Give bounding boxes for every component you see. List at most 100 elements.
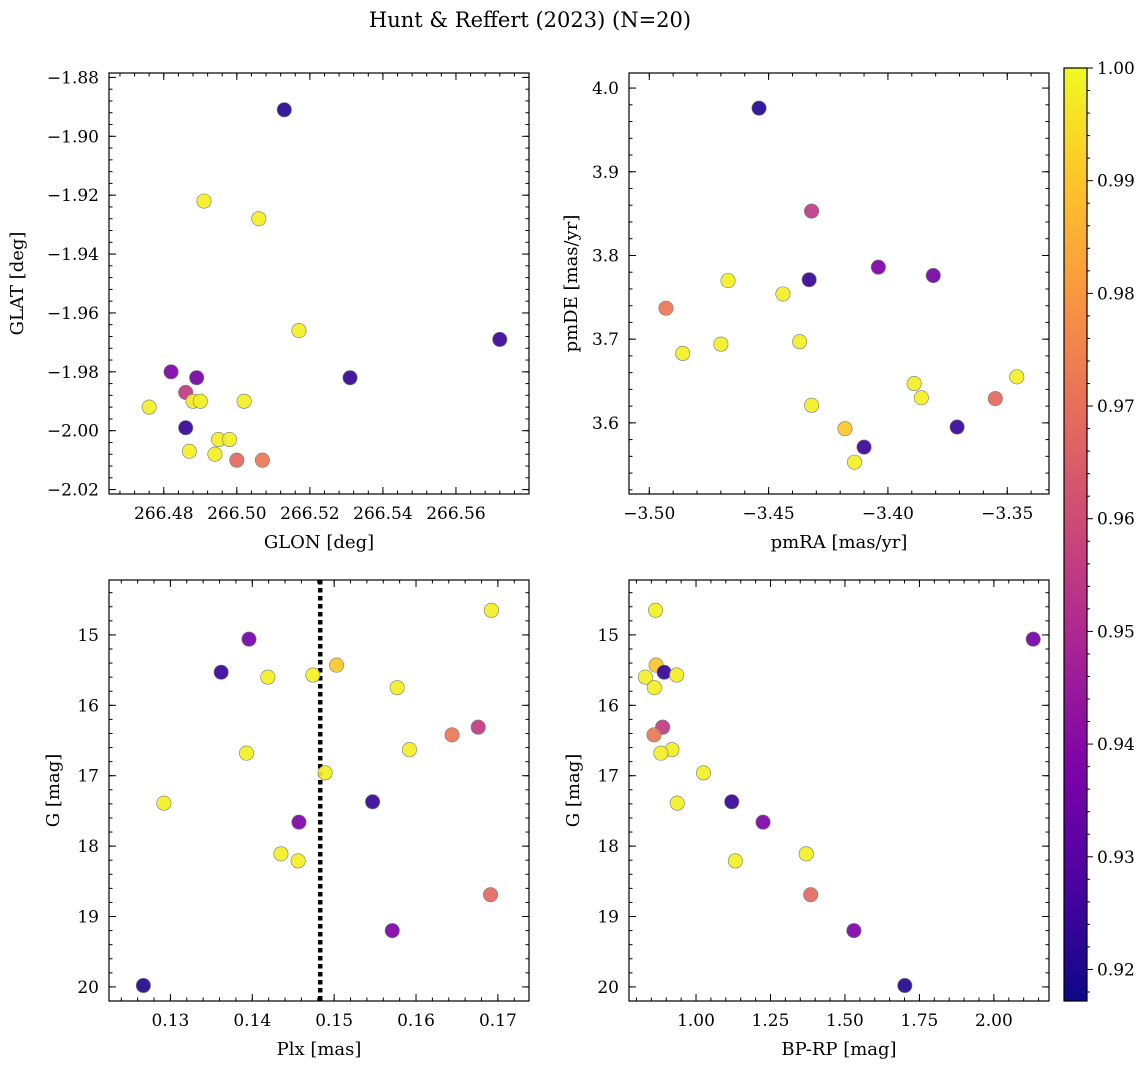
colorbar-frame — [1063, 67, 1088, 1002]
x-tick-label: 2.00 — [975, 1011, 1013, 1031]
scatter-point — [291, 323, 307, 339]
scatter-point — [163, 364, 179, 380]
colorbar: 0.92 0.93 0.94 0.95 0.96 0.97 0.98 0.99 1.00 — [1063, 59, 1135, 1002]
scatter-point — [483, 602, 499, 618]
plot-area — [141, 102, 508, 468]
y-tick-label: 17 — [77, 767, 99, 787]
scatter-point — [492, 331, 508, 347]
scatter-point — [648, 602, 664, 618]
scatter-point — [384, 923, 400, 939]
x-axis-label: Plx [mas] — [277, 1039, 362, 1060]
x-tick-label: 266.50 — [207, 504, 266, 524]
scatter-point — [181, 443, 197, 459]
scatter-point — [856, 439, 872, 455]
panel-bprp-g: 1.00 1.25 1.50 1.75 2.00 15 16 17 18 19 20 BP-RP [m… — [563, 579, 1050, 1060]
scatter-point — [646, 727, 662, 743]
x-tick-label: 1.00 — [677, 1011, 715, 1031]
scatter-point — [178, 420, 194, 436]
plot-area — [135, 580, 499, 1001]
y-tick-label: 3.6 — [592, 414, 619, 434]
scatter-point — [365, 794, 381, 810]
plot-area — [637, 602, 1041, 994]
scatter-point — [1025, 631, 1041, 647]
scatter-point — [658, 300, 674, 316]
scatter-point — [389, 680, 405, 696]
x-tick-label: 1.75 — [900, 1011, 938, 1031]
x-tick-label: 0.14 — [233, 1011, 271, 1031]
y-tick-label: 3.8 — [592, 246, 619, 266]
y-tick-label: −1.96 — [47, 304, 99, 324]
y-tick-label: 18 — [597, 837, 619, 857]
y-tick-label: 15 — [77, 626, 99, 646]
scatter-point — [305, 667, 321, 683]
x-tick-label: 1.25 — [752, 1011, 790, 1031]
scatter-point — [291, 814, 307, 830]
scatter-point — [669, 795, 685, 811]
y-axis-label: G [mag] — [563, 754, 584, 827]
axes-frame — [628, 72, 1050, 495]
scatter-point — [653, 745, 669, 761]
scatter-point — [222, 432, 238, 448]
x-tick-label: 0.17 — [479, 1011, 517, 1031]
x-tick-label: 266.56 — [426, 504, 485, 524]
scatter-point — [229, 452, 245, 468]
scatter-point — [925, 268, 941, 284]
y-tick-label: 19 — [77, 908, 99, 928]
y-tick-label: 3.9 — [592, 163, 619, 183]
x-axis-label: BP-RP [mag] — [781, 1039, 896, 1060]
y-tick-label: −2.00 — [47, 422, 99, 442]
y-tick-label: 15 — [597, 626, 619, 646]
scatter-point — [646, 680, 662, 696]
colorbar-tick-label: 0.97 — [1097, 397, 1135, 417]
y-tick-label: −1.90 — [47, 127, 99, 147]
panel-glon-glat: 266.48 266.50 266.52 266.54 266.56 −1.88 −1.90… — [7, 68, 530, 553]
y-axis-label: pmDE [mas/yr] — [561, 215, 582, 353]
scatter-point — [755, 814, 771, 830]
colorbar-tick-label: 0.92 — [1097, 960, 1135, 980]
scatter-point — [913, 390, 929, 406]
scatter-point — [906, 376, 922, 392]
scatter-point — [804, 397, 820, 413]
figure-title: Hunt & Reffert (2023) (N=20) — [369, 8, 691, 32]
scatter-point — [713, 336, 729, 352]
scatter-point — [847, 454, 863, 470]
scatter-point — [276, 102, 292, 118]
colorbar-tick-label: 0.93 — [1097, 848, 1135, 868]
scatter-point — [669, 667, 685, 683]
scatter-point — [207, 446, 223, 462]
scatter-point — [135, 978, 151, 994]
colorbar-gradient — [1064, 68, 1087, 1001]
x-tick-label: 266.48 — [134, 504, 193, 524]
scatter-point — [192, 393, 208, 409]
y-tick-label: −2.02 — [47, 481, 99, 501]
y-tick-label: 4.0 — [592, 79, 619, 99]
colorbar-tick-label: 0.96 — [1097, 510, 1135, 530]
scatter-point — [803, 887, 819, 903]
x-tick-label: −3.50 — [623, 504, 675, 524]
scatter-point — [1009, 369, 1025, 385]
scatter-point — [837, 421, 853, 437]
scatter-point — [470, 719, 486, 735]
y-tick-label: −1.92 — [47, 186, 99, 206]
x-tick-label: 0.15 — [315, 1011, 353, 1031]
x-tick-label: 0.16 — [397, 1011, 435, 1031]
scatter-point — [987, 391, 1003, 407]
scatter-point — [656, 664, 672, 680]
scatter-point — [290, 853, 306, 869]
y-tick-label: 17 — [597, 767, 619, 787]
scatter-point — [342, 370, 358, 386]
y-tick-label: 20 — [77, 978, 99, 998]
axes-frame — [108, 72, 530, 495]
scatter-point — [804, 203, 820, 219]
x-tick-label: 0.13 — [151, 1011, 189, 1031]
x-tick-label: 266.54 — [353, 504, 412, 524]
y-axis-label: GLAT [deg] — [7, 232, 28, 336]
scatter-point — [695, 765, 711, 781]
scatter-point — [870, 259, 886, 275]
x-tick-label: −3.45 — [743, 504, 795, 524]
colorbar-tick-label: 0.99 — [1097, 172, 1135, 192]
scatter-point — [949, 419, 965, 435]
scatter-point — [156, 795, 172, 811]
scatter-point — [444, 727, 460, 743]
scatter-point — [751, 100, 767, 116]
